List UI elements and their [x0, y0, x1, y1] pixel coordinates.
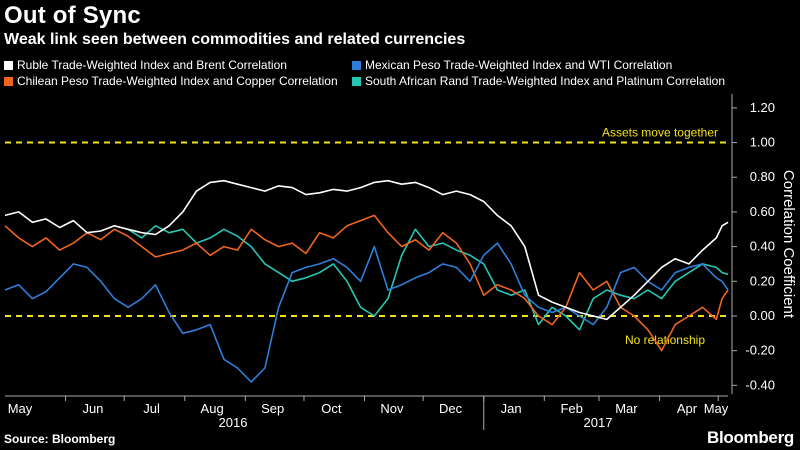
- x-tick-label: Feb: [560, 401, 582, 416]
- legend-item-chilean-peso: Chilean Peso Trade-Weighted Index and Co…: [4, 74, 338, 88]
- reference-label-assets-move-together: Assets move together: [602, 126, 718, 140]
- x-tick-label: Jun: [82, 401, 103, 416]
- year-label-2017: 2017: [584, 415, 613, 430]
- series-line-chilean-peso-copper: [4, 214, 729, 352]
- x-tick-label: Jan: [501, 401, 522, 416]
- chart-title: Out of Sync: [4, 2, 141, 29]
- year-label-2016: 2016: [219, 415, 248, 430]
- y-tick-label: 0.80: [750, 169, 775, 184]
- legend-item-rand: South African Rand Trade-Weighted Index …: [352, 74, 725, 88]
- y-tick-label: -0.20: [745, 343, 775, 358]
- legend-swatch-mexican-peso: [352, 61, 361, 70]
- x-tick-label: Jul: [143, 401, 160, 416]
- x-tick-label: Mar: [615, 401, 638, 416]
- series-line-ruble-brent: [4, 179, 729, 321]
- y-tick-label: 1.00: [750, 135, 775, 150]
- source-note: Source: Bloomberg: [4, 432, 116, 446]
- y-tick-label: 0.60: [750, 204, 775, 219]
- y-tick-label: 0.40: [750, 239, 775, 254]
- legend-label-ruble: Ruble Trade-Weighted Index and Brent Cor…: [17, 58, 287, 72]
- x-tick-label: Nov: [380, 401, 404, 416]
- legend-swatch-chilean-peso: [4, 77, 13, 86]
- legend-swatch-rand: [352, 77, 361, 86]
- legend-label-chilean-peso: Chilean Peso Trade-Weighted Index and Co…: [17, 74, 338, 88]
- series-line-mexican-peso-wti: [4, 242, 729, 383]
- chart-subtitle: Weak link seen between commodities and r…: [4, 31, 466, 48]
- x-tick-label: Apr: [677, 401, 698, 416]
- y-tick-label: -0.40: [745, 377, 775, 392]
- series-line-rand-platinum: [127, 225, 729, 331]
- legend-item-ruble: Ruble Trade-Weighted Index and Brent Cor…: [4, 58, 287, 72]
- reference-label-no-relationship: No relationship: [625, 333, 705, 347]
- legend-label-rand: South African Rand Trade-Weighted Index …: [365, 74, 725, 88]
- y-tick-label: 1.20: [750, 100, 775, 115]
- legend-swatch-ruble: [4, 61, 13, 70]
- y-tick-label: 0.00: [750, 308, 775, 323]
- y-axis-title: Correlation Coefficient: [780, 170, 797, 319]
- bloomberg-logo: Bloomberg: [706, 428, 794, 447]
- legend-label-mexican-peso: Mexican Peso Trade-Weighted Index and WT…: [365, 58, 673, 72]
- x-tick-label: Oct: [321, 401, 342, 416]
- x-tick-label: Aug: [201, 401, 224, 416]
- x-tick-label: Dec: [439, 401, 463, 416]
- y-tick-label: 0.20: [750, 273, 775, 288]
- x-tick-label: Sep: [261, 401, 284, 416]
- x-tick-label: May: [8, 401, 33, 416]
- legend-item-mexican-peso: Mexican Peso Trade-Weighted Index and WT…: [352, 58, 672, 72]
- x-tick-label: May: [704, 401, 729, 416]
